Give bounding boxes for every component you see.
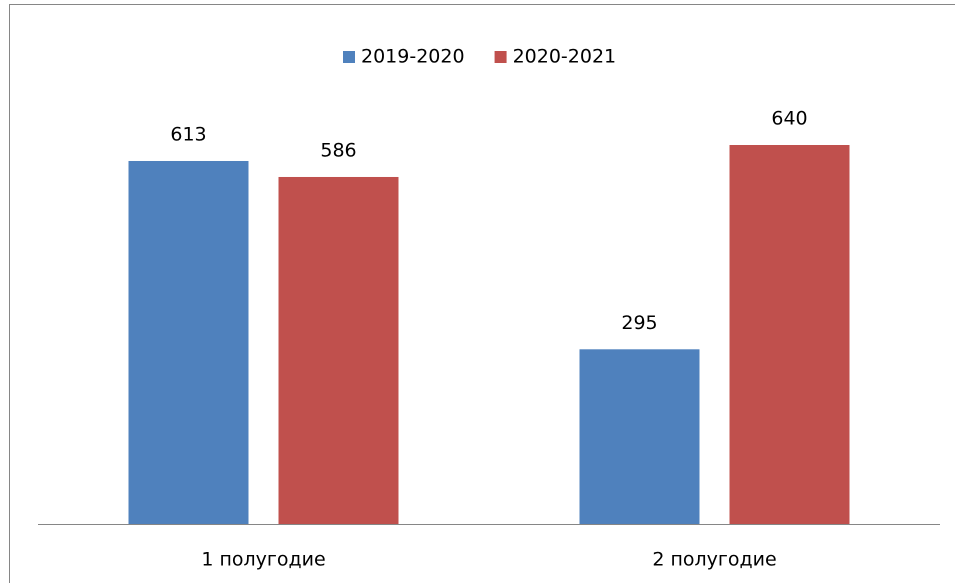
data-label: 295 bbox=[621, 312, 657, 334]
legend-label: 2020-2021 bbox=[513, 46, 617, 68]
legend-label: 2019-2020 bbox=[361, 46, 465, 68]
bar bbox=[729, 145, 850, 524]
x-tick-label: 1 полугодие bbox=[201, 549, 325, 571]
data-label: 640 bbox=[771, 108, 807, 130]
bar bbox=[278, 176, 399, 524]
bar bbox=[128, 160, 249, 524]
legend-swatch bbox=[494, 51, 507, 63]
data-label: 613 bbox=[170, 123, 206, 145]
x-tick-label: 2 полугодие bbox=[652, 549, 776, 571]
legend-swatch bbox=[343, 51, 355, 63]
bar bbox=[579, 349, 700, 524]
data-label: 586 bbox=[320, 139, 356, 161]
